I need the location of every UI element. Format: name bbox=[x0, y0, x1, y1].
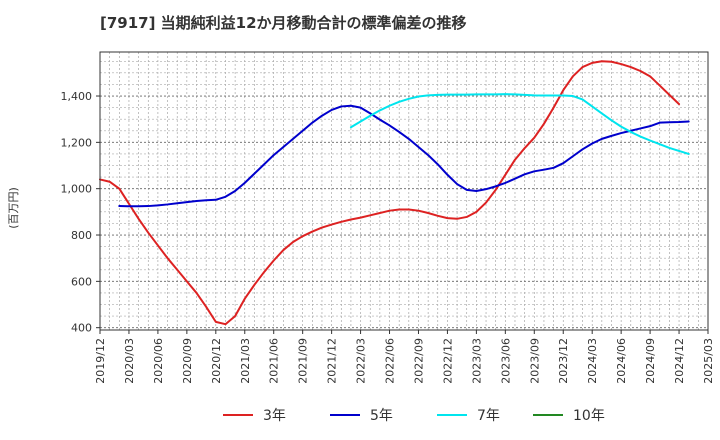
x-tick-label: 2024/09 bbox=[644, 338, 657, 384]
x-tick-label: 2023/06 bbox=[499, 338, 512, 384]
legend-item-1: 3年 bbox=[223, 408, 286, 424]
x-tick-label: 2022/09 bbox=[412, 338, 425, 384]
x-tick-label: 2020/03 bbox=[123, 338, 136, 384]
y-tick-label: 400 bbox=[71, 322, 92, 335]
legend-item-3: 7年 bbox=[437, 408, 500, 424]
x-tick-label: 2025/03 bbox=[702, 338, 715, 384]
chart-title: [7917] 当期純利益12か月移動合計の標準偏差の推移 bbox=[100, 14, 467, 32]
x-tick-label: 2022/06 bbox=[384, 338, 397, 384]
x-tick-label: 2024/06 bbox=[615, 338, 628, 384]
x-tick-label: 2019/12 bbox=[94, 338, 107, 384]
legend-item-2: 5年 bbox=[330, 408, 393, 424]
y-tick-label: 800 bbox=[71, 229, 92, 242]
x-tick-label: 2024/12 bbox=[673, 338, 686, 384]
x-tick-label: 2020/12 bbox=[210, 338, 223, 384]
x-tick-label: 2024/03 bbox=[586, 338, 599, 384]
legend-label: 5年 bbox=[370, 408, 393, 424]
x-tick-label: 2023/03 bbox=[470, 338, 483, 384]
legend-item-4: 10年 bbox=[533, 408, 605, 424]
x-tick-label: 2023/12 bbox=[557, 338, 570, 384]
x-tick-label: 2021/06 bbox=[268, 338, 281, 384]
y-tick-label: 1,200 bbox=[61, 136, 93, 149]
y-axis-label: (百万円) bbox=[7, 187, 20, 229]
legend-label: 3年 bbox=[263, 408, 286, 424]
x-tick-label: 2020/06 bbox=[152, 338, 165, 384]
legend-label: 10年 bbox=[573, 408, 605, 424]
y-tick-label: 1,000 bbox=[61, 183, 93, 196]
plot-frame bbox=[99, 51, 709, 331]
series-line-1 bbox=[99, 60, 681, 326]
series-line-3 bbox=[349, 93, 690, 155]
x-tick-label: 2021/03 bbox=[239, 338, 252, 384]
y-tick-label: 1,400 bbox=[61, 90, 93, 103]
x-tick-label: 2020/09 bbox=[181, 338, 194, 384]
y-tick-label: 600 bbox=[71, 275, 92, 288]
series-line-2 bbox=[118, 104, 690, 208]
legend-label: 7年 bbox=[477, 408, 500, 424]
x-tick-label: 2022/12 bbox=[441, 338, 454, 384]
plot-area bbox=[100, 52, 708, 330]
x-tick-label: 2021/09 bbox=[297, 338, 310, 384]
x-tick-label: 2023/09 bbox=[528, 338, 541, 384]
x-tick-label: 2022/03 bbox=[355, 338, 368, 384]
x-tick-label: 2021/12 bbox=[326, 338, 339, 384]
